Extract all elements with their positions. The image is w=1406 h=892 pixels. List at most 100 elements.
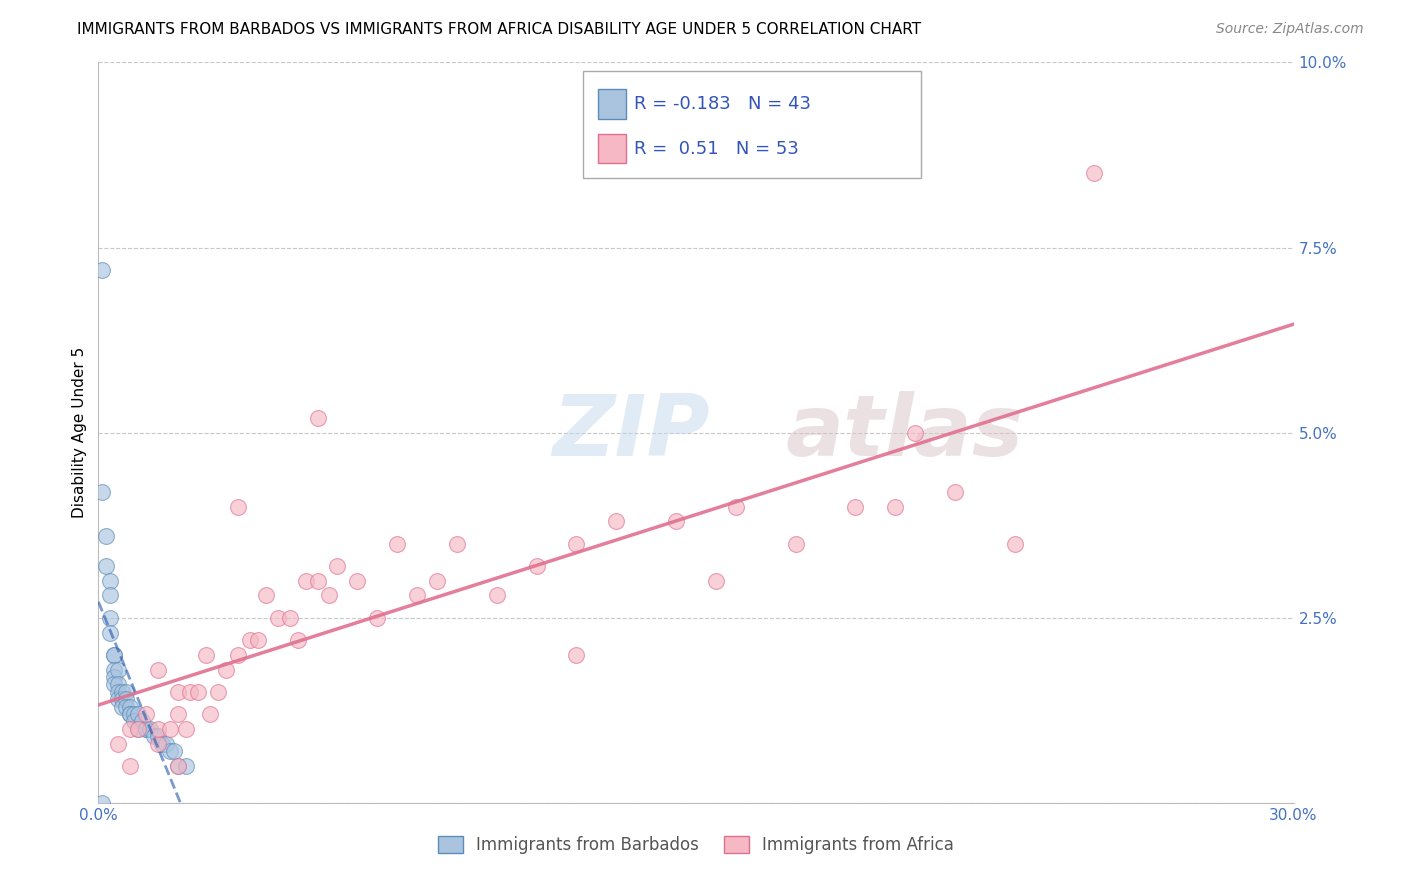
Point	[446, 536, 468, 550]
Point	[111, 685, 134, 699]
Point	[246, 632, 269, 647]
Point	[91, 262, 114, 277]
Point	[326, 558, 349, 573]
Point	[207, 685, 229, 699]
Point	[148, 722, 170, 736]
Point	[565, 648, 588, 662]
Point	[159, 722, 181, 736]
Point	[148, 737, 170, 751]
Point	[111, 699, 134, 714]
Point	[127, 706, 149, 721]
Point	[226, 648, 249, 662]
Point	[115, 685, 138, 699]
Point	[124, 714, 146, 729]
Point	[605, 515, 627, 529]
Point	[127, 722, 149, 736]
Point	[426, 574, 449, 588]
Point	[127, 722, 149, 736]
Point	[1004, 536, 1026, 550]
Point	[174, 722, 197, 736]
Point	[103, 648, 125, 662]
Point	[485, 589, 508, 603]
Point	[96, 529, 118, 543]
Point	[103, 648, 125, 662]
Point	[98, 610, 122, 624]
Point	[167, 758, 190, 772]
Point	[198, 706, 221, 721]
Text: R = -0.183   N = 43: R = -0.183 N = 43	[634, 95, 811, 113]
Point	[724, 500, 747, 514]
Point	[239, 632, 262, 647]
Point	[107, 737, 129, 751]
Y-axis label: Disability Age Under 5: Disability Age Under 5	[72, 347, 87, 518]
Text: IMMIGRANTS FROM BARBADOS VS IMMIGRANTS FROM AFRICA DISABILITY AGE UNDER 5 CORREL: IMMIGRANTS FROM BARBADOS VS IMMIGRANTS F…	[77, 22, 921, 37]
Point	[111, 692, 134, 706]
Point	[167, 706, 190, 721]
Point	[163, 744, 186, 758]
Point	[115, 692, 138, 706]
Point	[215, 663, 238, 677]
Point	[704, 574, 727, 588]
Text: atlas: atlas	[786, 391, 1024, 475]
Point	[187, 685, 209, 699]
Point	[785, 536, 807, 550]
Point	[91, 484, 114, 499]
Point	[385, 536, 409, 550]
Point	[103, 670, 125, 684]
Point	[148, 663, 170, 677]
Point	[155, 737, 177, 751]
Text: ZIP: ZIP	[553, 391, 710, 475]
Point	[844, 500, 866, 514]
Point	[131, 714, 153, 729]
Point	[107, 685, 129, 699]
Point	[904, 425, 927, 440]
Point	[107, 677, 129, 691]
Point	[120, 722, 142, 736]
Point	[526, 558, 548, 573]
Point	[665, 515, 688, 529]
Point	[167, 685, 190, 699]
Point	[278, 610, 301, 624]
Point	[179, 685, 201, 699]
Point	[103, 663, 125, 677]
Point	[174, 758, 197, 772]
Point	[107, 663, 129, 677]
Point	[159, 744, 181, 758]
Point	[148, 729, 170, 743]
Text: Source: ZipAtlas.com: Source: ZipAtlas.com	[1216, 22, 1364, 37]
Point	[254, 589, 277, 603]
Point	[120, 706, 142, 721]
Point	[267, 610, 290, 624]
Point	[96, 558, 118, 573]
Point	[107, 692, 129, 706]
Point	[318, 589, 340, 603]
Point	[115, 699, 138, 714]
Point	[307, 410, 329, 425]
Point	[135, 706, 157, 721]
Point	[103, 677, 125, 691]
Point	[366, 610, 388, 624]
Point	[307, 574, 329, 588]
Point	[565, 536, 588, 550]
Point	[226, 500, 249, 514]
Point	[195, 648, 218, 662]
Point	[287, 632, 309, 647]
Point	[135, 722, 157, 736]
Point	[1083, 166, 1105, 180]
Point	[294, 574, 316, 588]
Point	[124, 706, 146, 721]
Point	[167, 758, 190, 772]
Point	[135, 722, 157, 736]
Point	[120, 699, 142, 714]
Point	[346, 574, 368, 588]
Point	[943, 484, 966, 499]
Text: R =  0.51   N = 53: R = 0.51 N = 53	[634, 140, 799, 158]
Point	[91, 796, 114, 810]
Point	[143, 729, 166, 743]
Point	[884, 500, 907, 514]
Point	[120, 758, 142, 772]
Point	[98, 574, 122, 588]
Point	[98, 625, 122, 640]
Point	[120, 706, 142, 721]
Point	[150, 737, 173, 751]
